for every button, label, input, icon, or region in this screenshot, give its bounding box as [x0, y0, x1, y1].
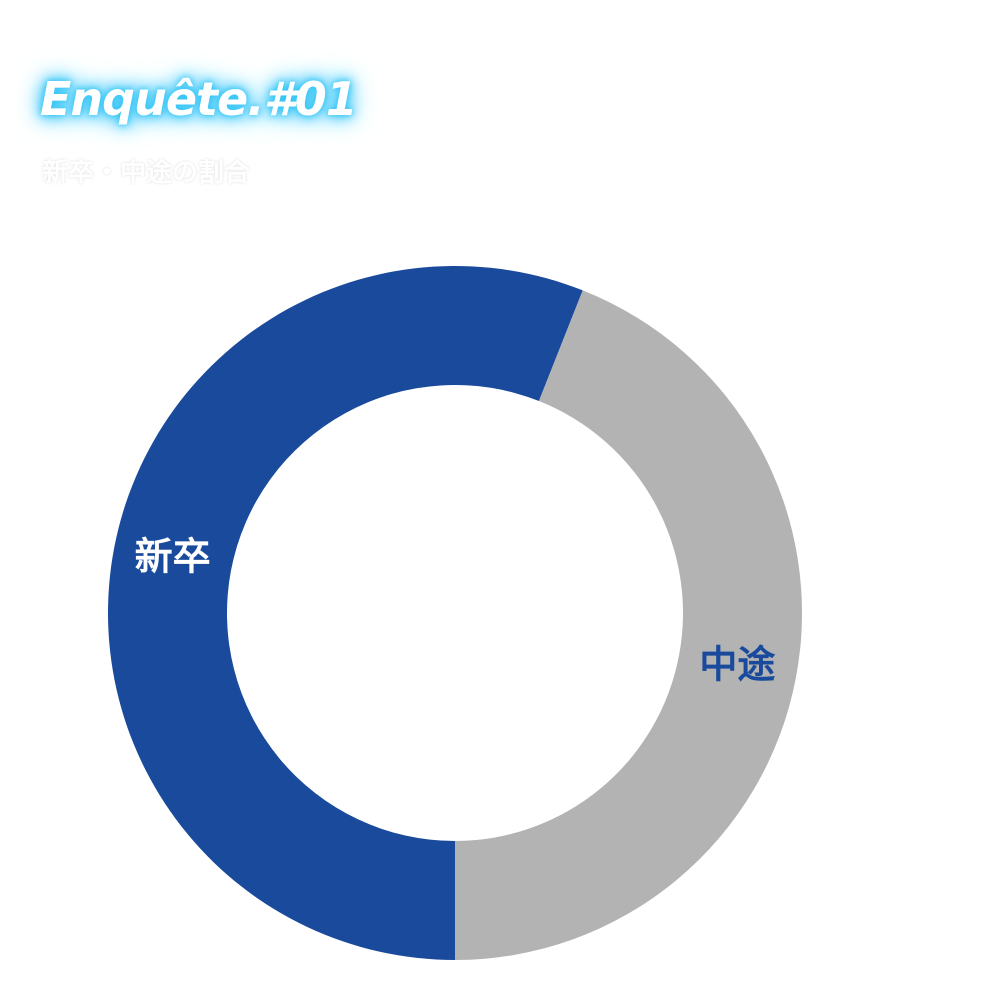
enquete-title: Enquête.#01 — [40, 72, 358, 126]
slice-2 — [455, 290, 802, 960]
slice-label-2: 中途 — [699, 642, 775, 686]
slice-1 — [107, 265, 583, 960]
slice-label-1: 新卒 — [135, 535, 211, 579]
enquete-subtitle: 新卒・中途の割合 — [42, 158, 251, 188]
slices-layer — [107, 265, 802, 960]
